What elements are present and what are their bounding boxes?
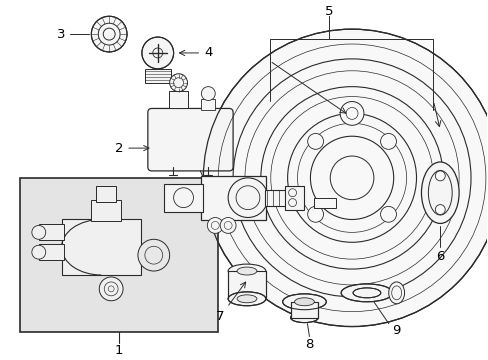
Circle shape xyxy=(288,189,296,197)
Ellipse shape xyxy=(237,295,256,303)
Bar xyxy=(96,186,116,202)
Text: 1: 1 xyxy=(115,344,123,357)
Circle shape xyxy=(203,29,488,327)
Circle shape xyxy=(99,277,123,301)
Text: 5: 5 xyxy=(325,5,333,18)
Bar xyxy=(284,186,304,210)
Circle shape xyxy=(32,225,46,239)
Bar xyxy=(39,224,63,240)
Bar xyxy=(314,198,336,208)
Ellipse shape xyxy=(388,282,404,304)
Circle shape xyxy=(340,102,363,125)
Ellipse shape xyxy=(290,313,318,323)
Ellipse shape xyxy=(421,162,458,224)
Bar xyxy=(168,91,188,108)
Text: 6: 6 xyxy=(435,250,444,263)
Bar xyxy=(264,190,299,206)
Text: 8: 8 xyxy=(305,338,313,351)
Circle shape xyxy=(201,87,215,100)
Circle shape xyxy=(380,134,396,149)
Circle shape xyxy=(91,16,127,52)
Circle shape xyxy=(142,37,173,69)
Circle shape xyxy=(307,206,323,222)
Circle shape xyxy=(434,171,445,181)
Circle shape xyxy=(169,74,187,91)
Circle shape xyxy=(288,199,296,207)
Circle shape xyxy=(138,239,169,271)
Circle shape xyxy=(307,134,323,149)
Bar xyxy=(91,200,121,221)
Ellipse shape xyxy=(294,298,314,306)
FancyBboxPatch shape xyxy=(147,108,233,171)
Ellipse shape xyxy=(237,267,256,275)
Circle shape xyxy=(32,245,46,259)
Circle shape xyxy=(434,204,445,215)
Bar xyxy=(39,244,63,260)
Circle shape xyxy=(380,206,396,222)
Bar xyxy=(228,271,265,299)
Bar xyxy=(290,302,318,318)
Text: 3: 3 xyxy=(57,28,66,41)
Text: 4: 4 xyxy=(179,46,212,59)
Circle shape xyxy=(207,217,223,233)
Ellipse shape xyxy=(228,264,265,278)
Text: 2: 2 xyxy=(115,141,149,154)
Circle shape xyxy=(220,217,236,233)
Circle shape xyxy=(228,178,267,217)
Bar xyxy=(61,220,141,275)
Bar xyxy=(201,176,265,220)
Bar xyxy=(144,69,170,83)
Bar xyxy=(163,184,203,212)
Ellipse shape xyxy=(282,294,325,310)
Bar xyxy=(20,178,218,332)
Ellipse shape xyxy=(352,288,380,298)
Bar xyxy=(201,99,215,111)
Ellipse shape xyxy=(228,292,265,306)
Ellipse shape xyxy=(341,284,392,302)
Text: 9: 9 xyxy=(392,324,400,337)
Text: 7: 7 xyxy=(216,282,245,323)
